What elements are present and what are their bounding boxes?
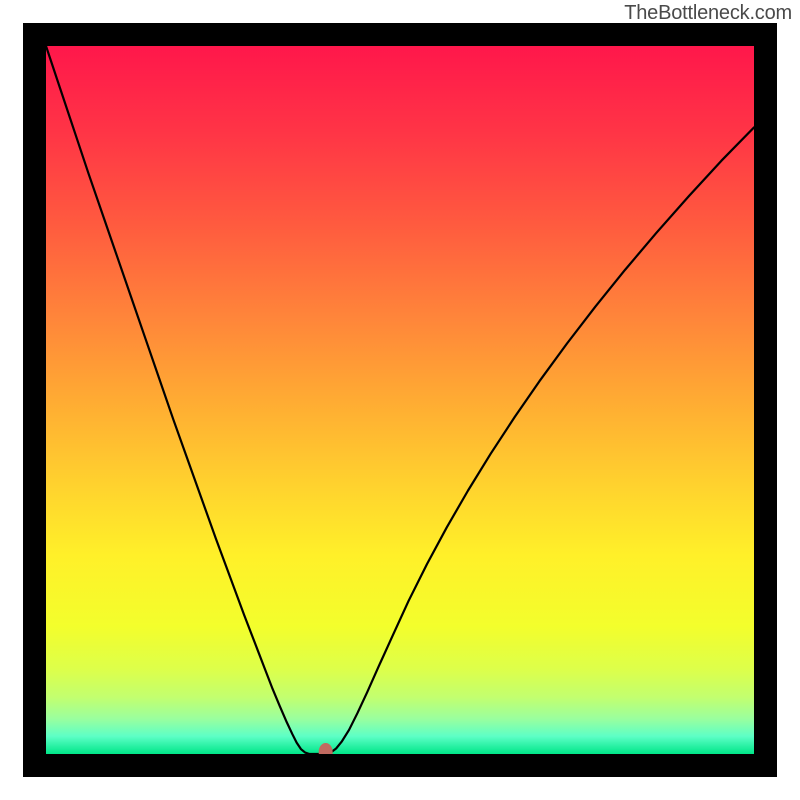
- bottleneck-curve-chart: [46, 46, 754, 754]
- plot-area: [46, 46, 754, 754]
- watermark-text: TheBottleneck.com: [624, 2, 792, 25]
- frame-border-left: [23, 23, 46, 777]
- frame-border-bottom: [23, 754, 777, 777]
- chart-frame: TheBottleneck.com: [0, 0, 800, 800]
- frame-border-right: [754, 23, 777, 777]
- frame-border-top: [23, 23, 777, 46]
- gradient-background: [46, 46, 754, 754]
